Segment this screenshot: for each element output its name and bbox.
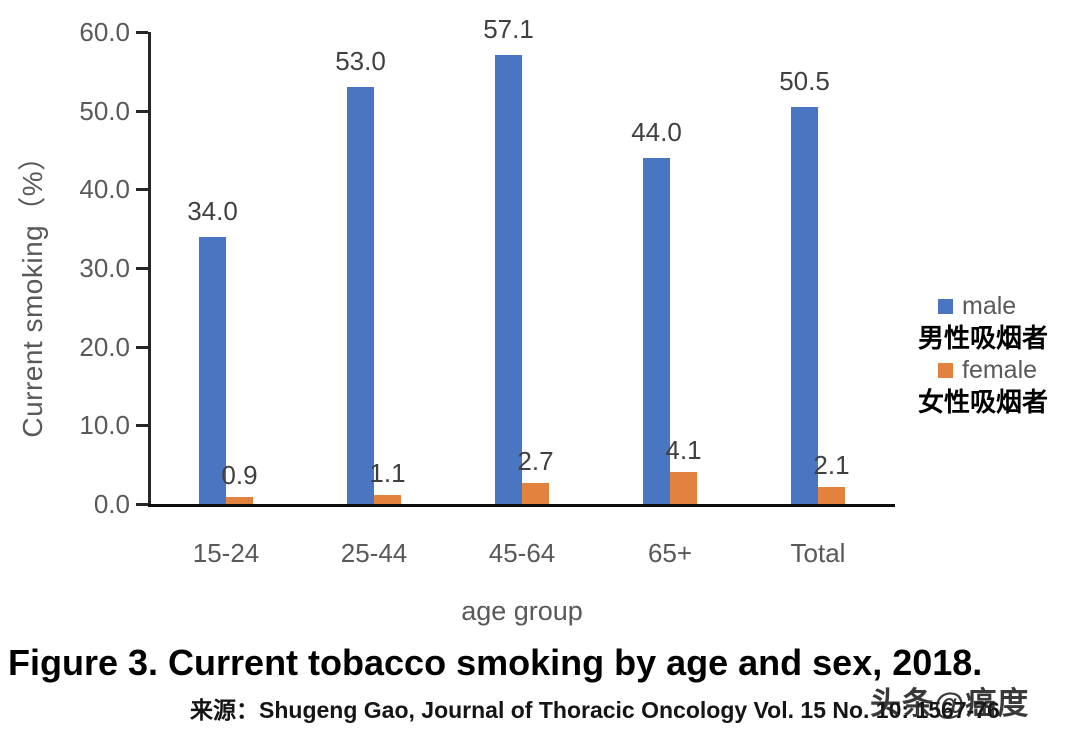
legend: male 男性吸烟者 female 女性吸烟者 bbox=[918, 290, 1078, 418]
y-tick-label: 50.0 bbox=[79, 95, 130, 126]
data-label-male-65+: 44.0 bbox=[631, 117, 682, 147]
male-swatch-icon bbox=[938, 298, 953, 314]
legend-label-female-zh: 女性吸烟者 bbox=[918, 387, 1049, 417]
y-tick-mark bbox=[136, 188, 148, 192]
y-tick-mark bbox=[136, 31, 148, 34]
female-swatch-icon bbox=[938, 362, 953, 378]
bar-female-65+ bbox=[670, 472, 697, 504]
bar-male-45-64 bbox=[495, 55, 522, 504]
source-label: 来源： bbox=[190, 697, 259, 723]
y-tick-mark bbox=[136, 109, 148, 113]
bar-female-15-24 bbox=[226, 497, 253, 504]
data-label-male-25-44: 53.0 bbox=[335, 46, 386, 76]
data-label-male-15-24: 34.0 bbox=[187, 196, 238, 226]
x-axis-line bbox=[148, 504, 895, 507]
figure-caption-prefix: Figure 3. bbox=[8, 642, 159, 683]
y-tick-label: 0.0 bbox=[93, 489, 130, 519]
y-tick-mark bbox=[136, 424, 148, 428]
legend-item-male: male bbox=[918, 290, 1078, 322]
bar-female-45-64 bbox=[522, 483, 549, 504]
data-label-female-15-24: 0.9 bbox=[221, 460, 258, 490]
data-label-male-Total: 50.5 bbox=[779, 66, 830, 96]
data-label-female-65+: 4.1 bbox=[665, 435, 702, 465]
source-text: Shugeng Gao, Journal of Thoracic Oncolog… bbox=[259, 697, 1000, 723]
figure-caption: Figure 3. Current tobacco smoking by age… bbox=[8, 642, 982, 684]
bar-female-Total bbox=[818, 487, 845, 504]
y-tick-label: 30.0 bbox=[79, 253, 130, 283]
y-tick-mark bbox=[136, 345, 148, 349]
bar-female-25-44 bbox=[374, 495, 401, 504]
source-line: 来源：Shugeng Gao, Journal of Thoracic Onco… bbox=[190, 691, 1000, 725]
data-label-male-45-64: 57.1 bbox=[483, 14, 534, 44]
bar-male-25-44 bbox=[347, 87, 374, 504]
y-tick-label: 40.0 bbox=[79, 174, 130, 205]
y-axis-line bbox=[148, 32, 151, 504]
y-tick-mark bbox=[136, 267, 148, 270]
legend-item-female: female bbox=[918, 354, 1078, 386]
legend-label-male-zh: 男性吸烟者 bbox=[918, 323, 1049, 353]
legend-label-female: female bbox=[962, 355, 1038, 384]
x-tick-label-25-44: 25-44 bbox=[340, 538, 408, 568]
y-tick-label: 10.0 bbox=[79, 410, 130, 441]
bar-male-15-24 bbox=[199, 237, 226, 504]
x-tick-label-45-64: 45-64 bbox=[488, 538, 556, 568]
x-axis-title: age group bbox=[461, 596, 583, 626]
watermark: 头条@癌度 bbox=[870, 686, 1030, 721]
bar-male-65+ bbox=[643, 158, 670, 504]
data-label-female-45-64: 2.7 bbox=[517, 446, 554, 476]
y-tick-label: 60.0 bbox=[79, 17, 130, 47]
y-tick-label: 20.0 bbox=[79, 331, 130, 362]
y-tick-mark bbox=[136, 503, 148, 506]
x-tick-label-15-24: 15-24 bbox=[192, 538, 260, 568]
figure-caption-text: Current tobacco smoking by age and sex, … bbox=[158, 642, 983, 683]
data-label-female-Total: 2.1 bbox=[813, 450, 850, 480]
bar-male-Total bbox=[791, 107, 818, 504]
legend-label-male: male bbox=[962, 291, 1017, 320]
x-tick-label-65+: 65+ bbox=[647, 538, 693, 568]
data-label-female-25-44: 1.1 bbox=[369, 458, 406, 488]
x-tick-label-Total: Total bbox=[790, 538, 846, 568]
